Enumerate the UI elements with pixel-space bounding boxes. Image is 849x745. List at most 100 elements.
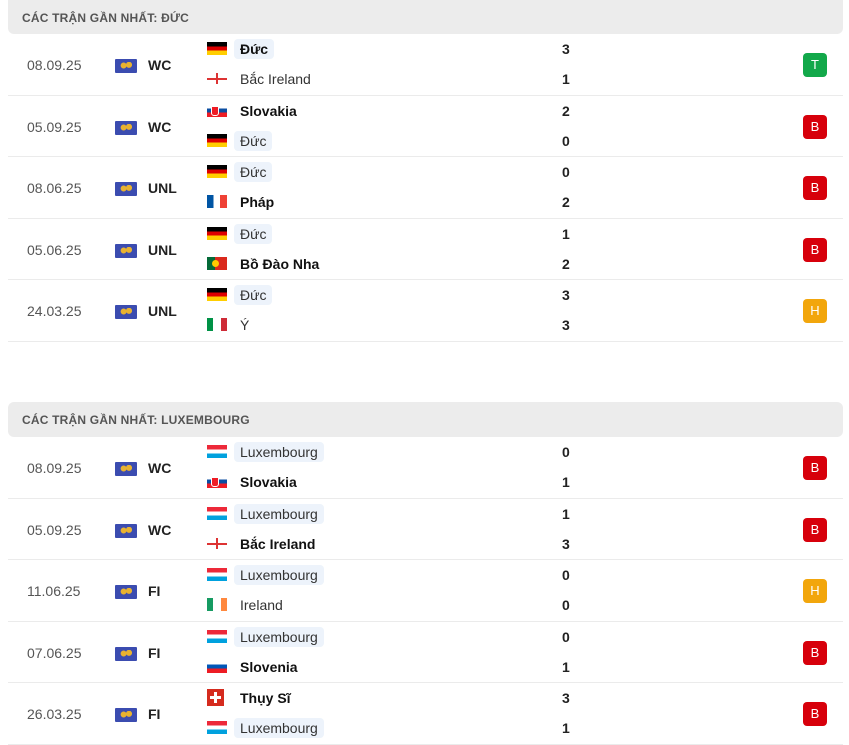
team-score: 0 [562, 628, 570, 645]
competition-label: FI [148, 706, 161, 723]
team-line: Pháp 2 [207, 191, 570, 213]
match-row[interactable]: 05.09.25 WC Slovakia 2 Đức 0 B [8, 96, 843, 158]
team-name[interactable]: Luxembourg [234, 626, 324, 647]
de-flag-icon [207, 165, 227, 179]
team-line: Đức 0 [207, 130, 570, 152]
section-header: CÁC TRẬN GẦN NHẤT: ĐỨC [8, 0, 843, 34]
team-name[interactable]: Slovakia [240, 102, 297, 119]
result-badge: B [803, 114, 827, 139]
team-name[interactable]: Ý [240, 317, 250, 334]
fr-flag-icon [207, 195, 227, 209]
match-date: 05.06.25 [27, 241, 82, 258]
match-date: 08.09.25 [27, 57, 82, 73]
competition-label: WC [148, 460, 172, 476]
competition-label: WC [148, 57, 172, 73]
team-name[interactable]: Pháp [240, 194, 275, 211]
competition-icon [115, 462, 137, 476]
match-row[interactable]: 07.06.25 FI Luxembourg 0 Slovenia 1 B [8, 622, 843, 684]
team-name[interactable]: Đức [234, 39, 275, 59]
match-row[interactable]: 26.03.25 FI Thụy Sĩ 3 Luxembourg 1 B [8, 683, 843, 745]
competition-icon [115, 523, 137, 538]
competition-icon [115, 585, 137, 600]
nir-flag-icon [207, 72, 227, 85]
match-row[interactable]: 08.09.25 WC Luxembourg 0 Slovakia 1 B [8, 437, 843, 499]
sk-flag-icon [207, 103, 227, 117]
team-score: 3 [562, 690, 570, 707]
competition-label: WC [148, 521, 172, 538]
recent-matches-germany: CÁC TRẬN GẦN NHẤT: ĐỨC 08.09.25 WC Đức 3… [0, 0, 849, 342]
match-row[interactable]: 05.09.25 WC Luxembourg 1 Bắc Ireland 3 B [8, 499, 843, 561]
team-line: Slovakia 2 [207, 100, 570, 122]
team-name[interactable]: Slovakia [240, 474, 297, 490]
team-score: 2 [562, 102, 570, 119]
team-score: 1 [562, 658, 570, 675]
match-row[interactable]: 08.09.25 WC Đức 3 Bắc Ireland 1 T [8, 34, 843, 96]
team-line: Slovakia 1 [207, 471, 570, 493]
team-name[interactable]: Slovenia [240, 658, 298, 675]
match-date: 08.06.25 [27, 180, 82, 197]
recent-matches-luxembourg: CÁC TRẬN GẦN NHẤT: LUXEMBOURG 08.09.25 W… [0, 402, 849, 745]
ch-flag-icon [207, 689, 224, 707]
team-score: 0 [562, 444, 570, 460]
team-name[interactable]: Đức [234, 130, 273, 151]
team-name[interactable]: Luxembourg [234, 718, 324, 739]
team-line: Đức 3 [207, 38, 570, 60]
competition-icon [115, 243, 137, 258]
team-score: 3 [562, 41, 570, 57]
team-name[interactable]: Bắc Ireland [240, 71, 311, 87]
match-date: 26.03.25 [27, 706, 82, 723]
team-line: Luxembourg 0 [207, 626, 570, 648]
team-score: 3 [562, 287, 570, 304]
match-row[interactable]: 11.06.25 FI Luxembourg 0 Ireland 0 H [8, 560, 843, 622]
team-line: Đức 1 [207, 223, 570, 245]
team-score: 0 [562, 567, 570, 584]
team-name[interactable]: Đức [234, 285, 273, 306]
team-line: Ý 3 [207, 314, 570, 336]
team-name[interactable]: Luxembourg [234, 565, 324, 586]
team-line: Bồ Đào Nha 2 [207, 253, 570, 275]
team-line: Luxembourg 1 [207, 503, 570, 525]
team-score: 1 [562, 71, 570, 87]
competition-icon [115, 59, 137, 73]
lu-flag-icon [207, 445, 227, 458]
si-flag-icon [207, 659, 227, 673]
competition-icon [115, 646, 137, 661]
competition-icon [115, 120, 137, 135]
team-score: 3 [562, 317, 570, 334]
team-score: 0 [562, 597, 570, 614]
team-line: Bắc Ireland 3 [207, 533, 570, 555]
competition-label: FI [148, 583, 161, 600]
match-row[interactable]: 08.06.25 UNL Đức 0 Pháp 2 B [8, 157, 843, 219]
lu-flag-icon [207, 568, 227, 582]
team-name[interactable]: Đức [234, 162, 273, 183]
competition-icon [115, 182, 137, 197]
de-flag-icon [207, 42, 227, 55]
team-line: Luxembourg 0 [207, 564, 570, 586]
team-score: 2 [562, 255, 570, 272]
team-line: Ireland 0 [207, 594, 570, 616]
result-badge: B [803, 517, 827, 542]
match-date: 07.06.25 [27, 644, 82, 661]
team-line: Thụy Sĩ 3 [207, 687, 570, 709]
it-flag-icon [207, 318, 227, 332]
team-name[interactable]: Thụy Sĩ [240, 690, 291, 707]
team-name[interactable]: Luxembourg [234, 503, 324, 524]
competition-label: FI [148, 644, 161, 661]
team-name[interactable]: Ireland [240, 597, 283, 614]
competition-label: WC [148, 118, 172, 135]
result-badge: H [803, 579, 827, 604]
match-row[interactable]: 05.06.25 UNL Đức 1 Bồ Đào Nha 2 B [8, 219, 843, 281]
team-line: Luxembourg 0 [207, 441, 570, 463]
de-flag-icon [207, 288, 227, 302]
team-line: Bắc Ireland 1 [207, 68, 570, 90]
team-score: 1 [562, 474, 570, 490]
lu-flag-icon [207, 721, 227, 735]
match-row[interactable]: 24.03.25 UNL Đức 3 Ý 3 H [8, 280, 843, 342]
result-badge: B [803, 237, 827, 262]
team-name[interactable]: Luxembourg [234, 442, 324, 462]
team-name[interactable]: Bắc Ireland [240, 535, 316, 552]
result-badge: B [803, 640, 827, 665]
team-name[interactable]: Đức [234, 223, 273, 244]
team-name[interactable]: Bồ Đào Nha [240, 255, 320, 272]
nir-flag-icon [207, 536, 227, 550]
